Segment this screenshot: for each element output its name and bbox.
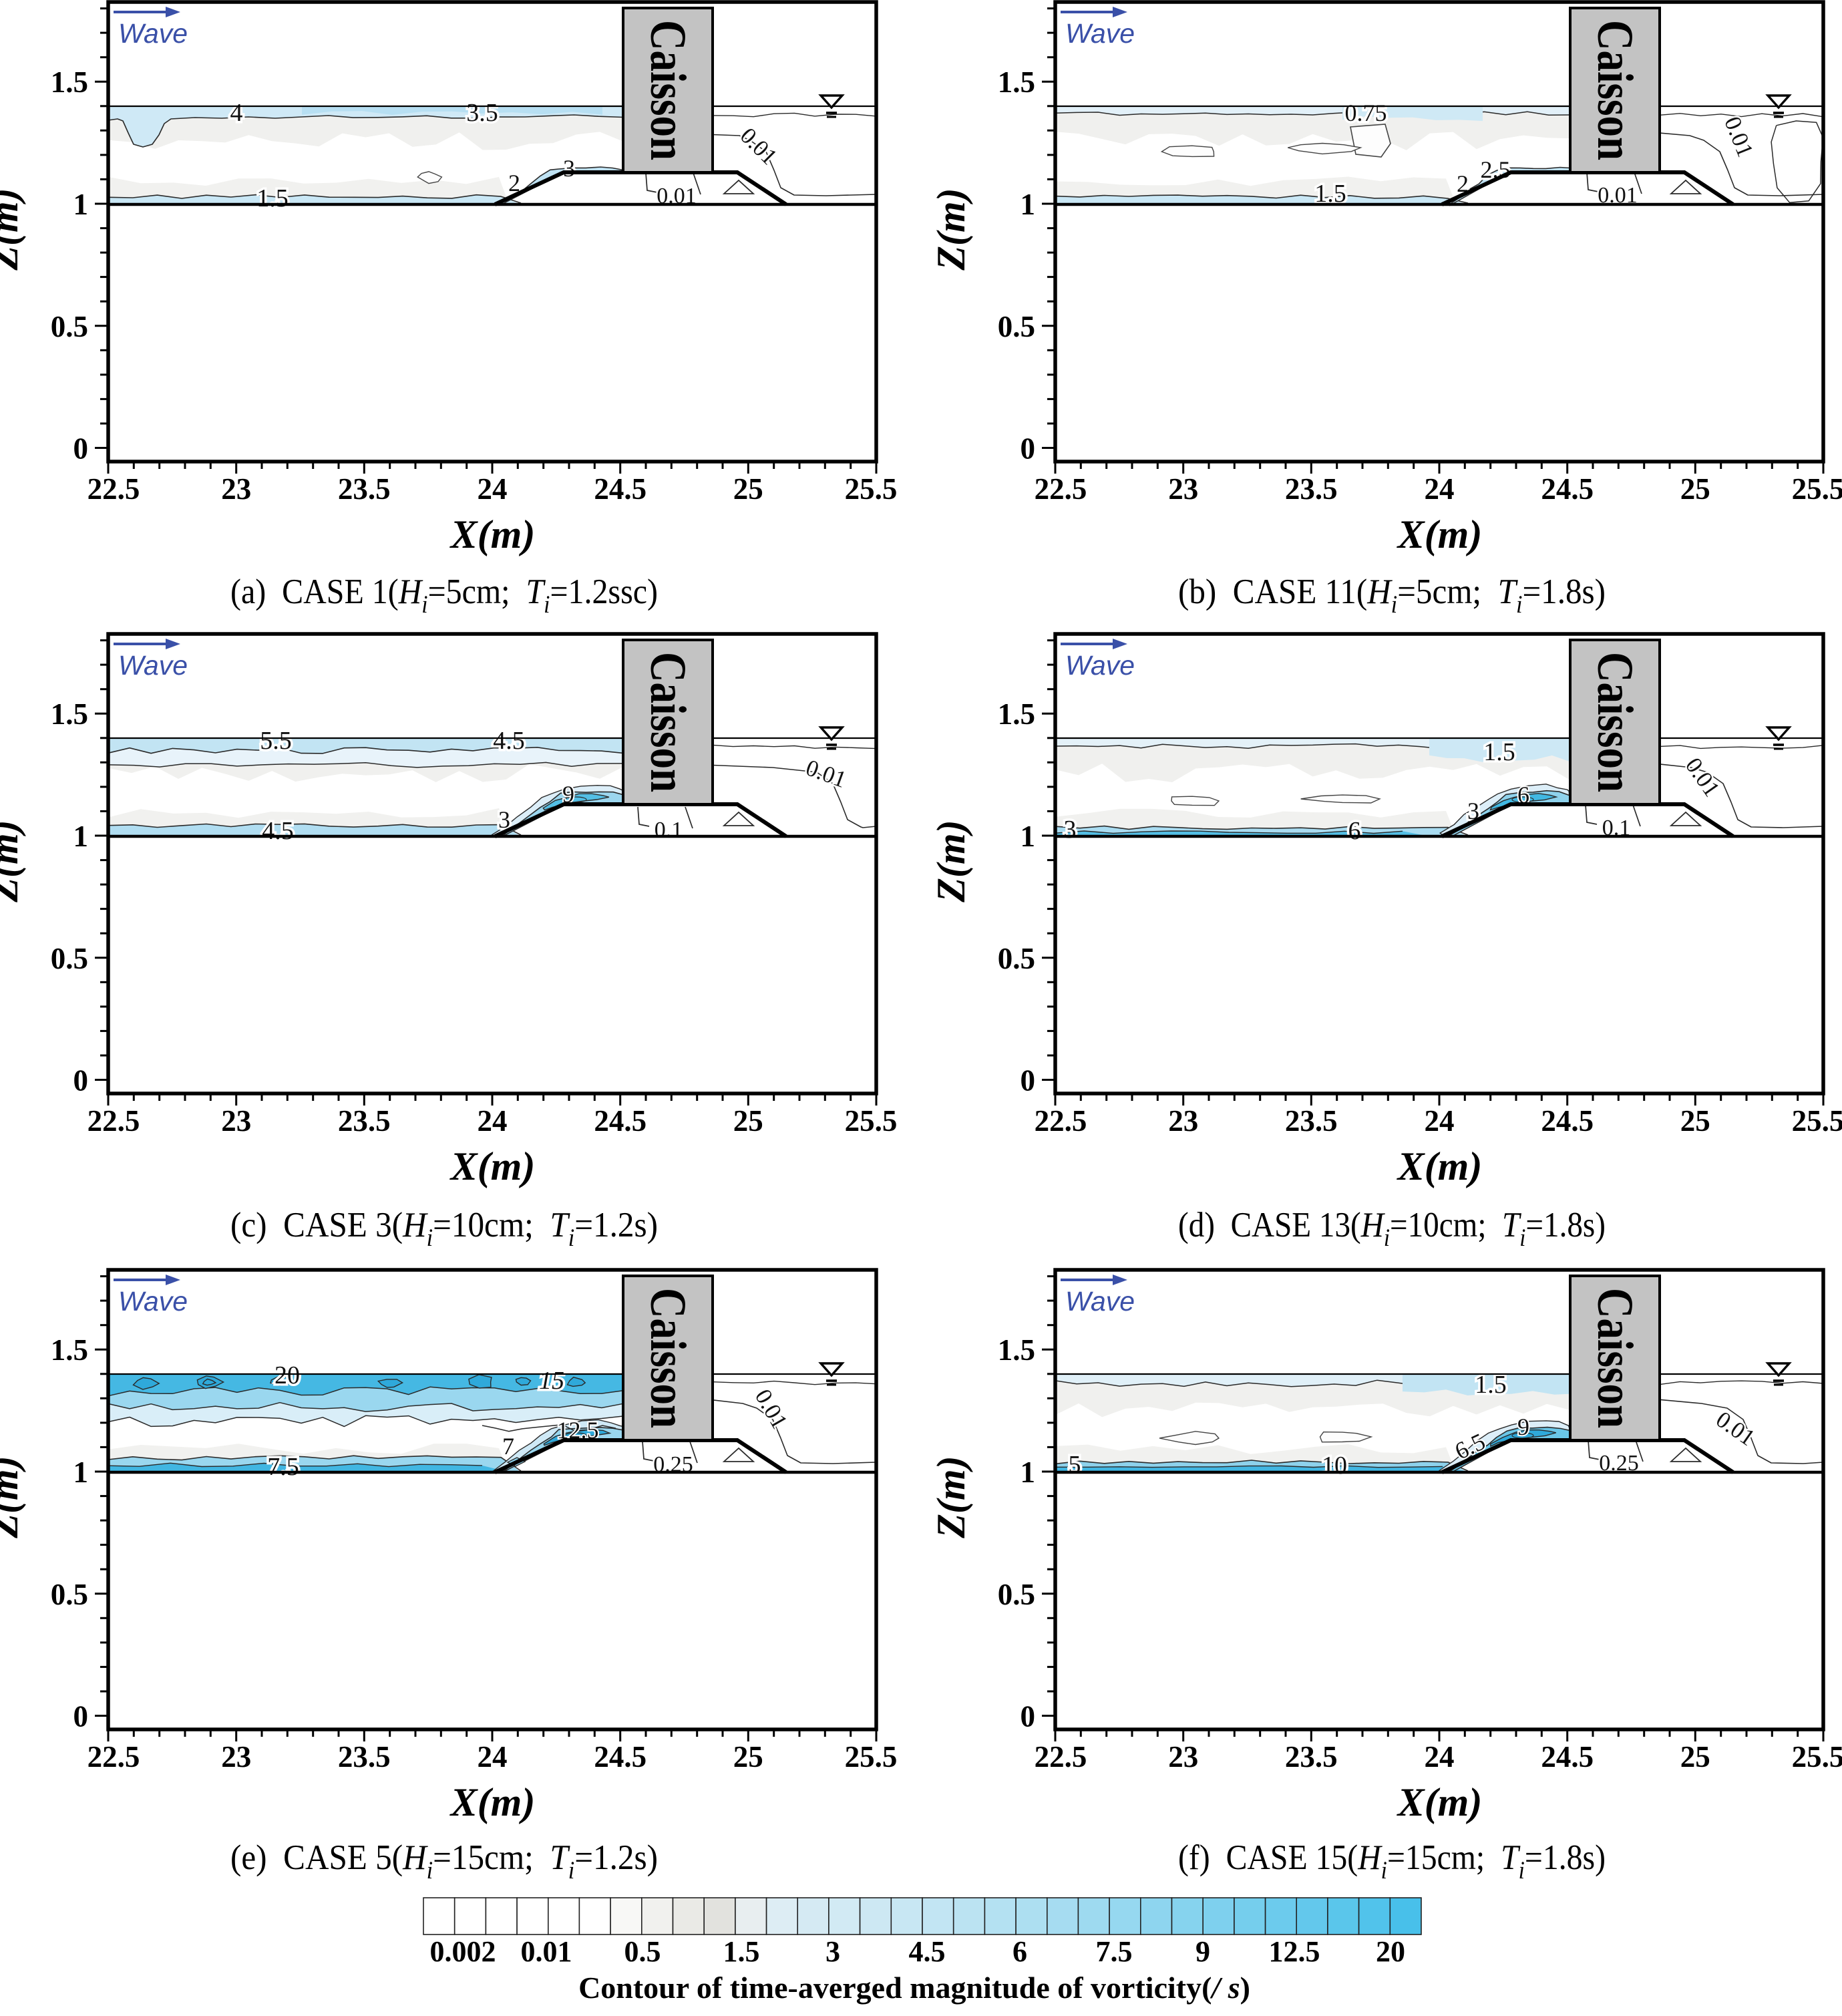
svg-text:(d) CASE 13(Hi=10cm; Ti=1.8s: (d) CASE 13(Hi=10cm; Ti=1.8s) <box>1178 1206 1606 1252</box>
svg-text:3.5: 3.5 <box>466 99 498 127</box>
svg-text:9: 9 <box>1195 1935 1210 1968</box>
svg-text:20: 20 <box>1376 1935 1405 1968</box>
svg-text:4.5: 4.5 <box>909 1935 946 1968</box>
svg-text:(f) CASE 15(Hi=15cm; Ti=1.8s: (f) CASE 15(Hi=15cm; Ti=1.8s) <box>1178 1838 1606 1884</box>
svg-text:20: 20 <box>274 1361 300 1389</box>
svg-text:4.5: 4.5 <box>262 817 294 845</box>
svg-text:4.5: 4.5 <box>493 727 525 755</box>
svg-text:0.01: 0.01 <box>521 1935 572 1968</box>
svg-text:4: 4 <box>230 99 243 127</box>
svg-text:1.5: 1.5 <box>1483 738 1515 766</box>
svg-text:6: 6 <box>1348 817 1361 845</box>
svg-text:9: 9 <box>562 781 574 808</box>
svg-text:7: 7 <box>502 1433 514 1460</box>
svg-text:5: 5 <box>1069 1451 1081 1479</box>
svg-text:3: 3 <box>825 1935 840 1968</box>
svg-text:6: 6 <box>1012 1935 1027 1968</box>
svg-text:0.5: 0.5 <box>624 1935 661 1968</box>
svg-text:3: 3 <box>1467 798 1479 824</box>
svg-text:3: 3 <box>1064 816 1077 844</box>
svg-text:7.5: 7.5 <box>267 1453 299 1481</box>
svg-text:7.5: 7.5 <box>1096 1935 1133 1968</box>
svg-text:(e) CASE 5(Hi=15cm; Ti=1.2s): (e) CASE 5(Hi=15cm; Ti=1.2s) <box>230 1838 658 1884</box>
svg-text:0.75: 0.75 <box>1345 100 1387 126</box>
svg-text:1.5: 1.5 <box>1475 1371 1507 1399</box>
svg-text:1.5: 1.5 <box>723 1935 760 1968</box>
svg-text:(a) CASE 1(Hi=5cm; Ti=1.2ssc: (a) CASE 1(Hi=5cm; Ti=1.2ssc) <box>230 572 658 619</box>
svg-text:12.5: 12.5 <box>1269 1935 1320 1968</box>
svg-text:10: 10 <box>1322 1452 1347 1480</box>
svg-text:9: 9 <box>1517 1413 1529 1440</box>
svg-text:5.5: 5.5 <box>260 727 292 755</box>
svg-text:Contour of time-averged magnit: Contour of time-averged magnitude of vor… <box>578 1971 1250 2005</box>
svg-text:0.002: 0.002 <box>430 1935 496 1968</box>
svg-text:(c) CASE 3(Hi=10cm; Ti=1.2s): (c) CASE 3(Hi=10cm; Ti=1.2s) <box>230 1206 658 1252</box>
svg-text:1.5: 1.5 <box>256 184 289 212</box>
svg-text:15: 15 <box>539 1367 564 1395</box>
